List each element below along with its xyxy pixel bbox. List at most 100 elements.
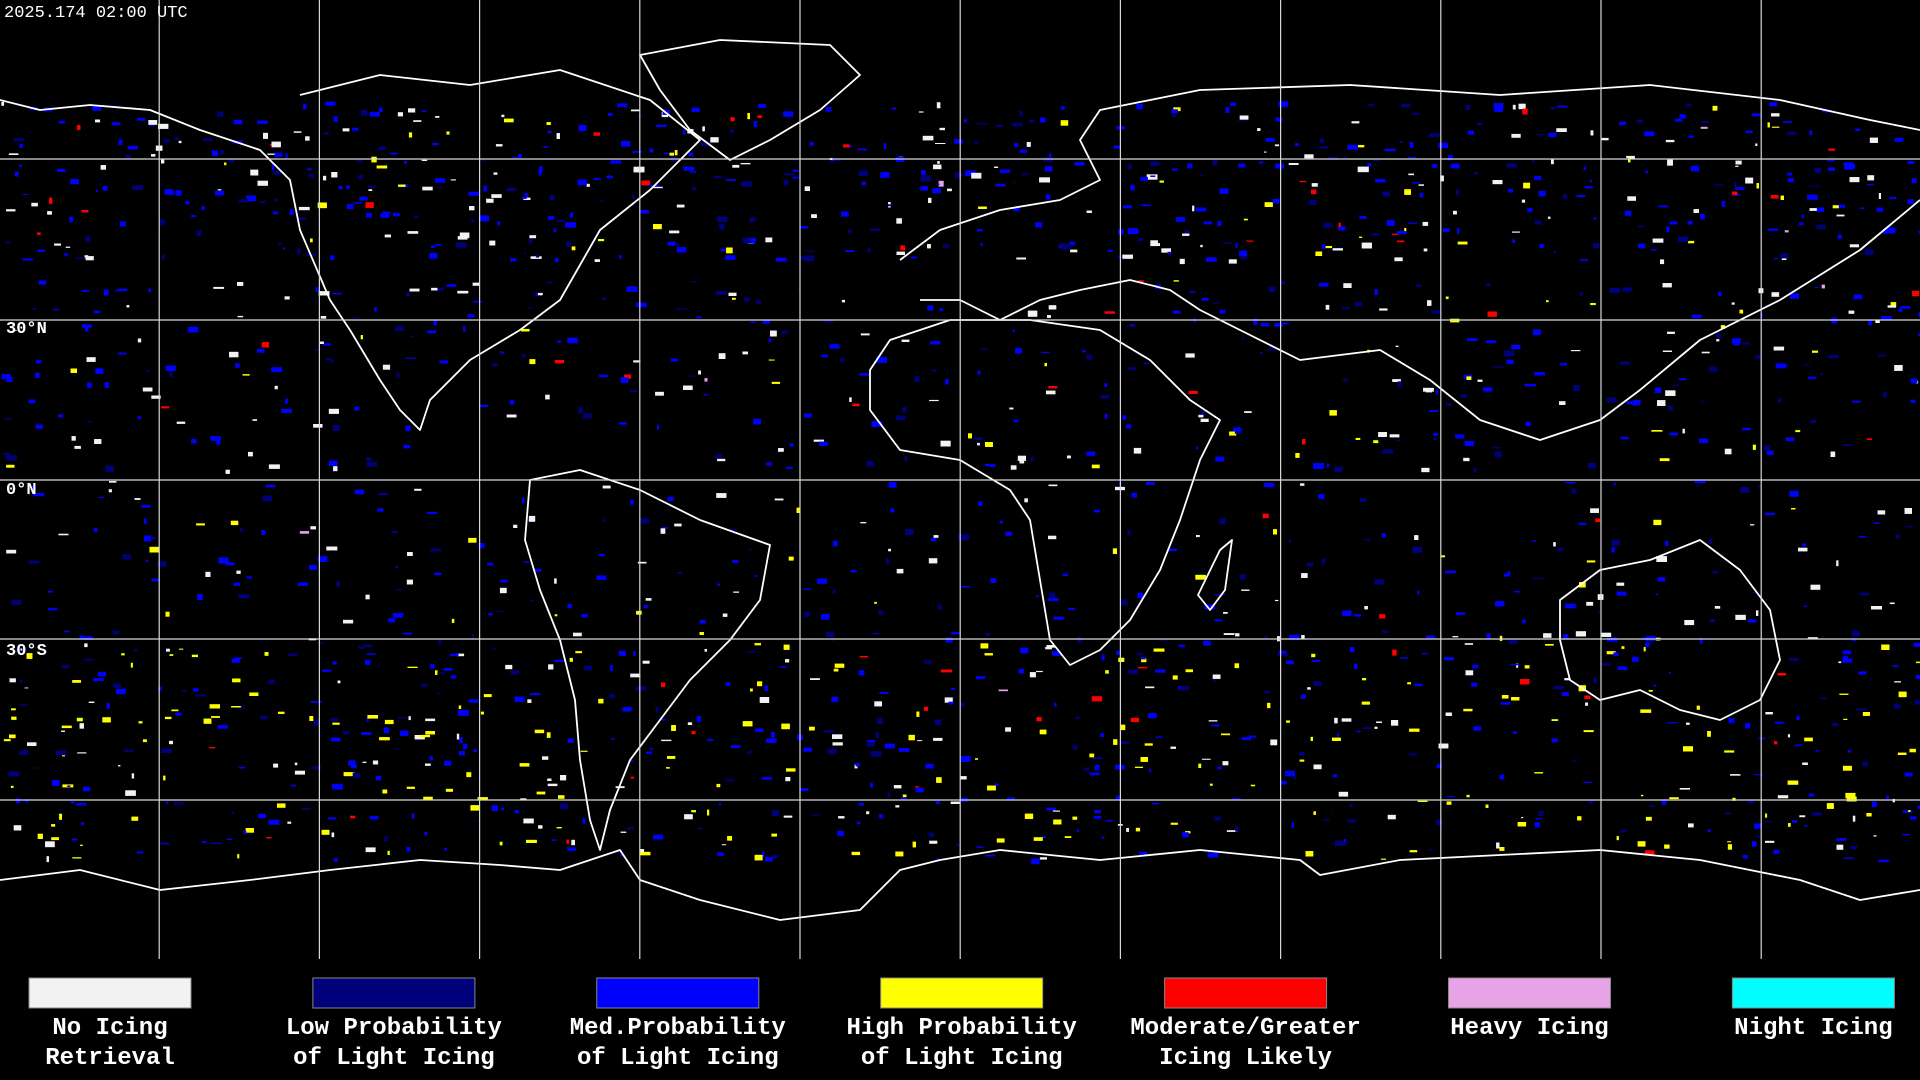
icing-patch: [315, 348, 319, 351]
icing-patch: [1428, 849, 1433, 851]
icing-patch: [1049, 153, 1052, 158]
icing-patch: [1843, 444, 1853, 446]
icing-patch: [707, 809, 710, 816]
icing-patch: [196, 523, 205, 526]
icing-patch: [1559, 401, 1566, 405]
icing-patch: [832, 734, 843, 739]
icing-patch: [1803, 605, 1807, 607]
icing-patch: [35, 424, 43, 429]
icing-patch: [1315, 251, 1323, 256]
icing-patch: [1745, 723, 1751, 729]
icing-patch: [1775, 721, 1784, 724]
icing-patch: [571, 839, 575, 846]
icing-patch: [1048, 535, 1057, 540]
icing-patch: [911, 256, 917, 259]
legend-label: Icing Likely: [1159, 1045, 1332, 1072]
icing-patch: [48, 608, 58, 611]
icing-patch: [512, 156, 518, 158]
icing-patch: [1203, 221, 1213, 225]
icing-patch: [1679, 788, 1690, 790]
icing-patch: [631, 109, 640, 112]
icing-patch: [1734, 194, 1741, 196]
icing-patch: [1053, 616, 1064, 620]
icing-patch: [85, 256, 94, 261]
icing-patch: [1400, 141, 1403, 143]
icing-patch: [1503, 573, 1511, 577]
icing-patch: [1146, 481, 1155, 485]
icing-patch: [1687, 221, 1693, 225]
icing-patch: [1795, 430, 1801, 433]
icing-patch: [58, 533, 69, 536]
icing-patch: [470, 805, 480, 811]
icing-patch: [1375, 179, 1386, 183]
icing-patch: [1334, 717, 1338, 724]
icing-patch: [1171, 168, 1178, 171]
icing-patch: [1669, 797, 1679, 800]
icing-patch: [1915, 675, 1920, 679]
icing-patch: [518, 154, 522, 158]
icing-patch: [1648, 805, 1655, 807]
icing-patch: [1049, 592, 1056, 599]
icing-patch: [1130, 717, 1139, 722]
icing-patch: [633, 651, 636, 656]
icing-patch: [328, 817, 337, 820]
icing-patch: [1699, 638, 1703, 644]
icing-patch: [261, 342, 269, 348]
icing-patch: [1386, 220, 1395, 226]
icing-patch: [1801, 214, 1805, 218]
icing-patch: [527, 663, 530, 666]
icing-patch: [649, 148, 654, 153]
icing-patch: [356, 158, 363, 162]
icing-patch: [1539, 244, 1544, 248]
icing-patch: [1018, 669, 1025, 674]
icing-patch: [998, 689, 1008, 692]
icing-patch: [896, 568, 904, 574]
icing-patch: [1417, 590, 1420, 595]
icing-patch: [567, 337, 578, 344]
icing-patch: [1712, 105, 1718, 111]
icing-patch: [500, 579, 508, 583]
icing-patch: [333, 116, 338, 122]
icing-patch: [1024, 498, 1028, 503]
icing-patch: [593, 177, 601, 180]
icing-patch: [459, 737, 463, 744]
icing-patch: [1843, 857, 1855, 859]
icing-patch: [670, 358, 679, 362]
icing-patch: [832, 639, 836, 641]
icing-patch: [1140, 176, 1148, 181]
icing-patch: [1909, 816, 1917, 820]
icing-patch: [1262, 513, 1269, 519]
icing-patch: [1189, 291, 1196, 293]
icing-patch: [1611, 547, 1615, 553]
icing-patch: [1137, 592, 1144, 599]
icing-patch: [783, 644, 790, 650]
icing-patch: [127, 145, 138, 150]
icing-patch: [683, 166, 695, 171]
icing-patch: [1343, 283, 1352, 288]
icing-patch: [1257, 128, 1261, 131]
icing-patch: [1812, 350, 1818, 353]
icing-patch: [1564, 481, 1576, 484]
icing-patch: [1412, 112, 1420, 115]
icing-patch: [995, 183, 1006, 187]
icing-patch: [754, 854, 763, 861]
icing-patch: [297, 582, 308, 586]
icing-patch: [1204, 604, 1215, 610]
icing-patch: [521, 354, 526, 358]
icing-patch: [6, 376, 13, 383]
icing-patch: [1053, 819, 1062, 825]
icing-patch: [1013, 181, 1015, 183]
icing-patch: [859, 373, 870, 376]
icing-patch: [732, 297, 736, 300]
icing-patch: [778, 448, 784, 452]
icing-patch: [1342, 610, 1352, 616]
icing-patch: [1048, 484, 1058, 487]
icing-patch: [1179, 258, 1185, 265]
icing-patch: [284, 296, 290, 300]
icing-patch: [435, 178, 446, 183]
icing-patch: [108, 105, 119, 107]
icing-patch: [1128, 163, 1132, 169]
icing-patch: [1355, 437, 1361, 440]
icing-patch: [76, 802, 87, 806]
icing-patch: [414, 215, 418, 219]
